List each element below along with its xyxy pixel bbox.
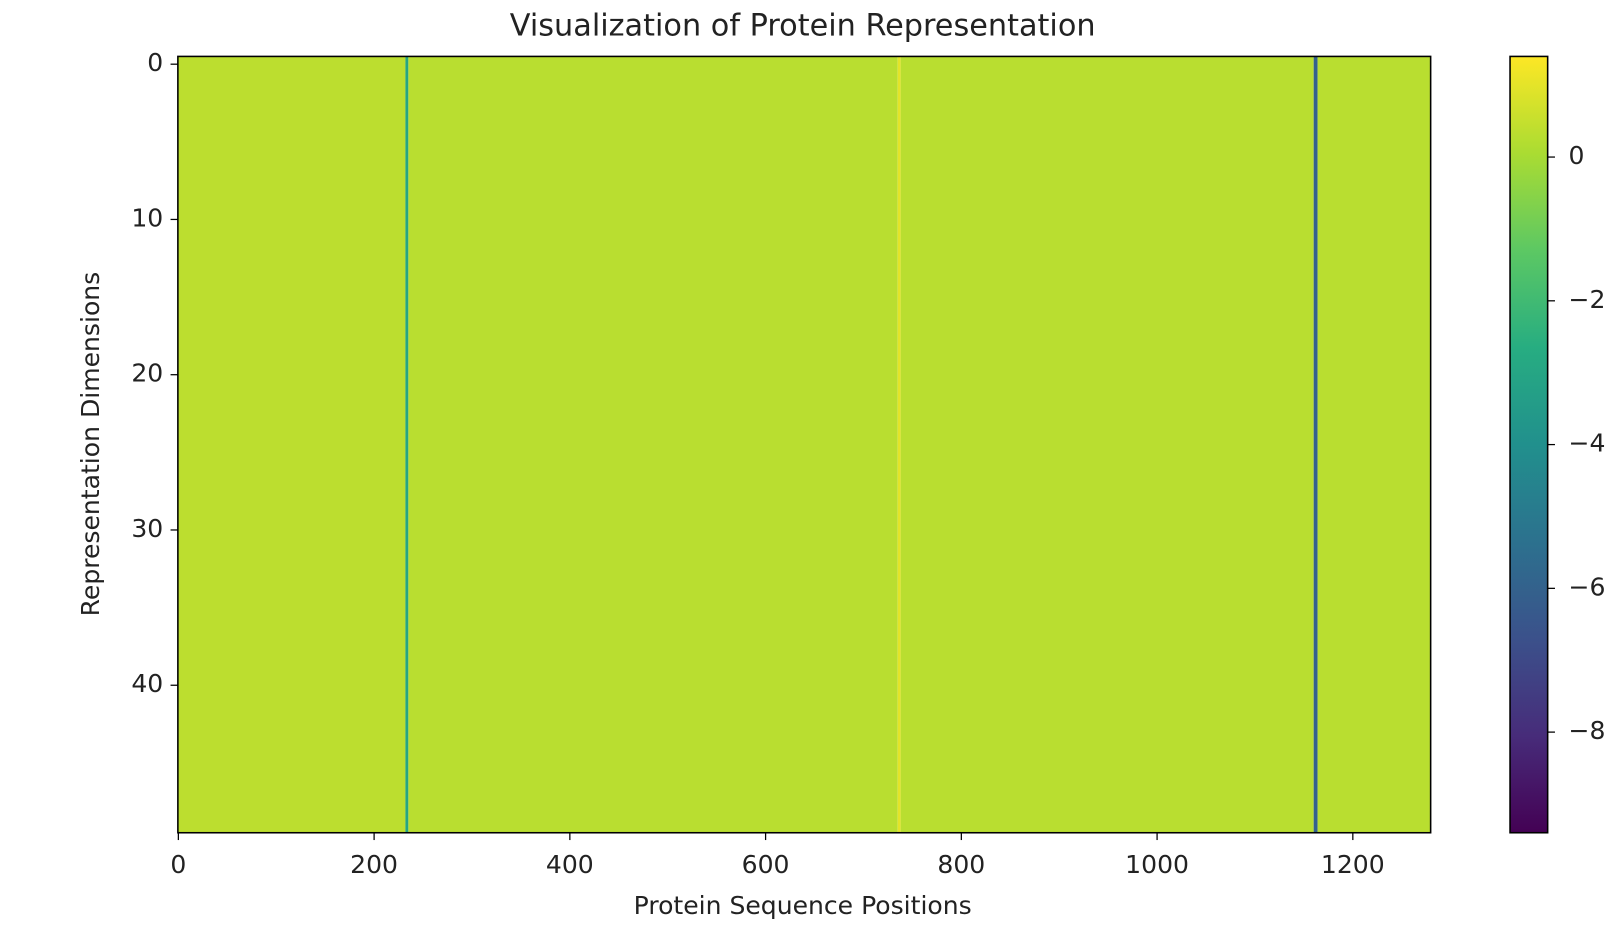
chart-title: Visualization of Protein Representation [510,9,1096,44]
heatmap-cell [1317,56,1432,833]
heatmap-cell [897,56,901,833]
plot-frame [177,55,1432,834]
y-tick-label: 10 [131,203,163,232]
colorbar [1509,55,1549,834]
y-tick-label: 0 [147,48,163,77]
heatmap-cell [900,56,1314,833]
x-tick-label: 800 [937,850,985,879]
y-tick-label: 30 [131,514,163,543]
y-tick-label: 40 [131,669,163,698]
colorbar-tick-label: −4 [1569,429,1606,458]
x-tick-label: 1200 [1321,850,1385,879]
x-tick-label: 200 [350,850,398,879]
y-axis-label: Representation Dimensions [76,272,105,617]
colorbar-tick-label: 0 [1569,141,1585,170]
colorbar-tick-label: −8 [1569,716,1606,745]
heatmap-cell [408,56,898,833]
colorbar-tick-label: −2 [1569,285,1606,314]
x-tick-label: 0 [170,850,186,879]
x-axis-label: Protein Sequence Positions [634,891,972,920]
heatmap-cell [1313,56,1318,833]
heatmap-cell [405,56,409,833]
heatmap-cell [178,56,406,833]
y-tick-label: 20 [131,359,163,388]
x-tick-label: 400 [546,850,594,879]
x-tick-label: 600 [742,850,790,879]
colorbar-tick-label: −6 [1569,572,1606,601]
x-tick-label: 1000 [1125,850,1189,879]
